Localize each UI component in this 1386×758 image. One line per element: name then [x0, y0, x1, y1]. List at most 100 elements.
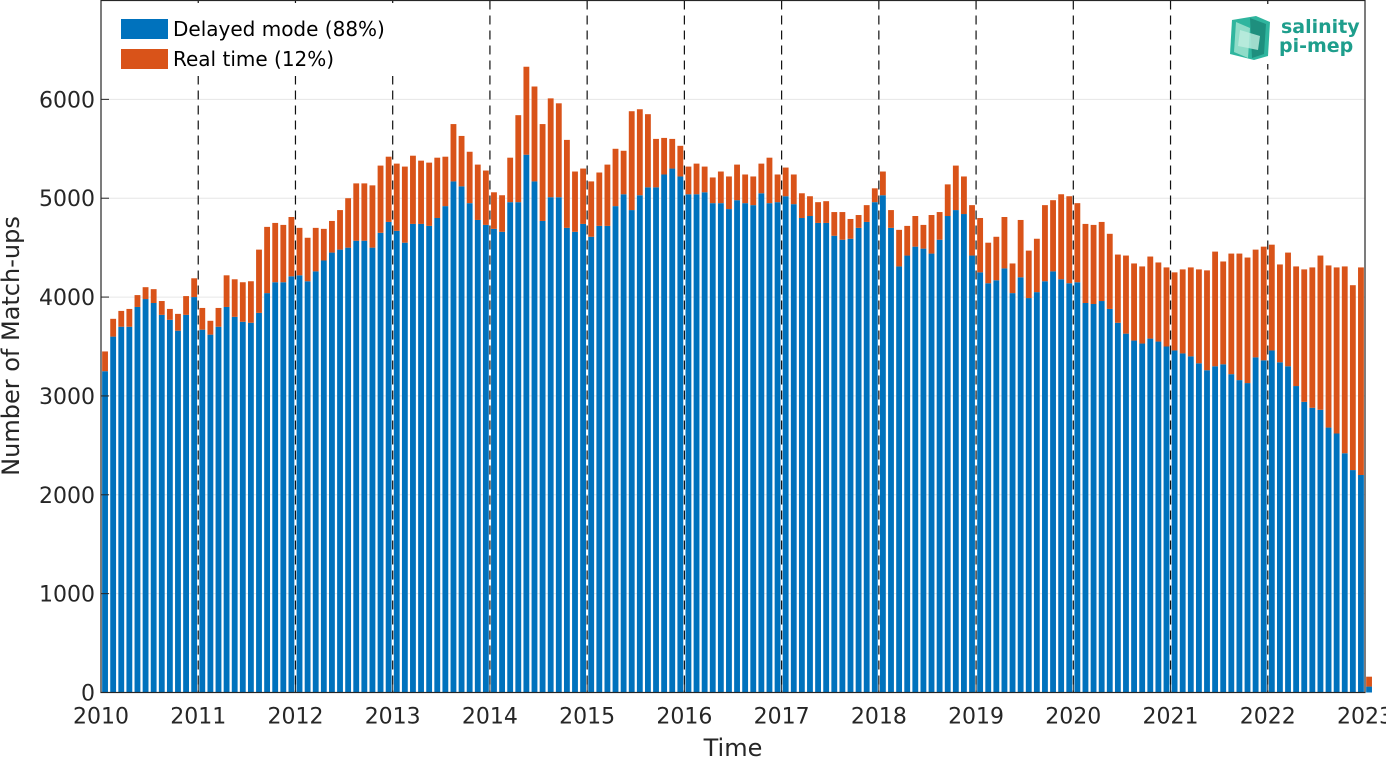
bar-delayed-76 [717, 203, 724, 693]
bar-delayed-109 [985, 283, 992, 693]
bar-delayed-150 [1317, 409, 1324, 693]
bar-realtime-144 [1268, 244, 1275, 351]
bar-realtime-103 [936, 212, 943, 240]
bar-delayed-138 [1220, 364, 1227, 693]
bar-realtime-48 [491, 192, 497, 229]
bar-delayed-156 [1366, 686, 1372, 693]
bar-delayed-146 [1285, 366, 1291, 693]
bar-delayed-10 [183, 314, 189, 693]
x-tick-label-2012: 2012 [267, 705, 323, 730]
bar-delayed-147 [1293, 386, 1300, 693]
bar-realtime-119 [1066, 196, 1073, 284]
bar-realtime-98 [896, 229, 903, 267]
y-tick-label-4000: 4000 [39, 286, 95, 311]
salinity-pi-mep-logo: salinity pi-mep [1226, 4, 1362, 64]
bar-delayed-111 [1001, 268, 1008, 693]
x-tick-label-2020: 2020 [1045, 705, 1101, 730]
bar-realtime-10 [183, 296, 189, 315]
bar-delayed-113 [1017, 277, 1024, 693]
bar-realtime-8 [166, 308, 173, 320]
bar-realtime-45 [466, 151, 473, 204]
legend-label-delayed-mode: Delayed mode (88%) [173, 17, 385, 41]
logo-text-salinity: salinity [1281, 16, 1360, 38]
bar-delayed-93 [855, 227, 862, 693]
bar-realtime-61 [596, 172, 603, 226]
bar-delayed-97 [888, 227, 894, 693]
bar-realtime-73 [693, 163, 700, 195]
bar-realtime-20 [264, 226, 271, 294]
y-axis-label: Number of Match-ups [0, 216, 25, 476]
bar-delayed-53 [531, 181, 538, 693]
bar-realtime-89 [823, 201, 830, 223]
bar-realtime-57 [563, 139, 570, 228]
bar-delayed-144 [1268, 350, 1275, 693]
bar-delayed-121 [1082, 303, 1089, 693]
bar-realtime-142 [1252, 249, 1259, 358]
bar-delayed-134 [1187, 356, 1194, 693]
bar-realtime-44 [458, 135, 465, 187]
bar-realtime-91 [839, 212, 846, 240]
bar-realtime-84 [782, 167, 789, 197]
bar-delayed-133 [1179, 353, 1186, 693]
legend-swatch-delayed-mode [121, 19, 168, 39]
bar-delayed-49 [499, 231, 505, 693]
bar-realtime-108 [977, 217, 984, 273]
bar-realtime-83 [774, 174, 781, 203]
bar-realtime-77 [726, 176, 732, 210]
bar-realtime-126 [1123, 255, 1129, 334]
bar-realtime-41 [434, 157, 441, 218]
bar-realtime-132 [1171, 272, 1178, 351]
bar-realtime-150 [1317, 255, 1324, 410]
bar-delayed-95 [871, 202, 878, 693]
bar-delayed-149 [1309, 407, 1316, 693]
x-tick-label-2017: 2017 [754, 705, 810, 730]
bar-delayed-89 [823, 222, 830, 693]
bar-delayed-140 [1236, 380, 1243, 693]
bar-realtime-128 [1139, 266, 1146, 344]
bar-realtime-74 [701, 166, 708, 193]
bar-realtime-78 [734, 164, 740, 201]
bar-realtime-93 [855, 215, 862, 228]
bar-realtime-101 [920, 224, 927, 249]
bar-delayed-75 [709, 203, 716, 693]
bar-realtime-96 [879, 171, 886, 196]
year-divider-lines [197, 0, 1269, 693]
bar-realtime-37 [401, 166, 408, 243]
bar-delayed-34 [377, 232, 384, 693]
bar-realtime-114 [1025, 250, 1032, 299]
bar-realtime-53 [531, 86, 538, 182]
bar-realtime-14 [215, 307, 222, 327]
bar-delayed-20 [264, 293, 271, 693]
bar-realtime-130 [1155, 262, 1162, 342]
bar-delayed-124 [1106, 308, 1113, 693]
bar-delayed-129 [1147, 338, 1154, 693]
bar-delayed-119 [1066, 283, 1073, 693]
bar-realtime-75 [709, 177, 716, 204]
x-tick-label-2019: 2019 [948, 705, 1004, 730]
bar-realtime-156 [1366, 676, 1372, 687]
bar-delayed-74 [701, 192, 708, 693]
bar-delayed-112 [1009, 293, 1016, 693]
x-tick-label-2022: 2022 [1240, 705, 1296, 730]
bar-realtime-90 [831, 212, 838, 236]
bar-delayed-0 [102, 371, 108, 693]
bar-realtime-99 [904, 225, 911, 256]
bar-realtime-111 [1001, 216, 1008, 269]
bar-delayed-24 [296, 275, 303, 693]
bar-realtime-155 [1358, 267, 1364, 476]
bar-delayed-77 [726, 209, 732, 693]
bar-delayed-100 [912, 246, 919, 693]
bar-realtime-121 [1082, 223, 1089, 304]
bar-delayed-152 [1333, 433, 1340, 693]
bar-delayed-40 [426, 225, 433, 693]
bar-realtime-66 [636, 109, 643, 196]
bar-realtime-60 [588, 181, 595, 237]
bar-delayed-55 [547, 197, 554, 693]
bar-realtime-51 [515, 115, 522, 203]
bar-delayed-68 [653, 187, 659, 693]
bars-group [102, 66, 1372, 693]
bar-realtime-25 [304, 237, 311, 282]
bar-delayed-99 [904, 255, 911, 693]
bar-delayed-41 [434, 217, 441, 693]
bar-realtime-115 [1033, 238, 1040, 293]
